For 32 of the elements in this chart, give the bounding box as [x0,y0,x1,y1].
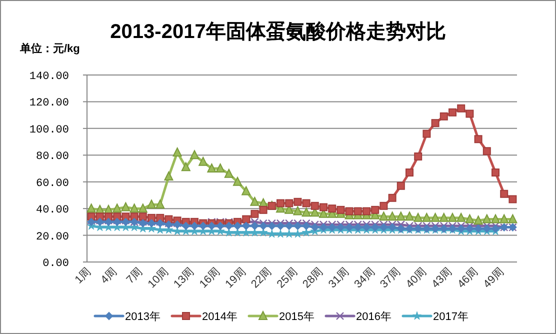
legend-label: 2016年 [356,311,392,323]
legend-label: 2015年 [279,311,314,323]
x-tick-label: 7周 [124,266,146,286]
legend-label: 2017年 [433,311,468,323]
text: 单位：元/kg [19,42,80,55]
y-tick-label: 140.00 [29,71,69,83]
x-tick-label: 4周 [98,266,120,286]
x-tick-label: 31周 [326,266,352,291]
y-tick-label: 60.00 [36,178,69,190]
x-tick-label: 10周 [146,266,171,291]
y-tick-label: 80.00 [36,151,69,164]
x-tick-label: 22周 [249,266,274,291]
x-tick-label: 40周 [404,266,429,291]
x-tick-label: 43周 [430,266,455,291]
x-tick-label: 25周 [274,266,300,291]
y-tick-label: 120.00 [29,98,69,110]
legend-label: 2014年 [202,311,238,323]
x-tick-label: 16周 [197,266,222,291]
y-tick-label: 100.00 [29,124,69,136]
x-tick-label: 49周 [481,266,506,291]
x-tick-label: 46周 [455,266,480,291]
x-tick-label: 13周 [172,266,197,291]
y-tick-label: 0.00 [42,258,69,270]
x-tick-label: 19周 [223,266,248,291]
x-tick-label: 1周 [72,266,94,286]
chart-title: 2013-2017年固体蛋氨酸价格走势对比 [110,21,446,43]
y-tick-label: 20.00 [36,231,69,244]
x-tick-label: 37周 [378,266,404,291]
x-tick-label: 28周 [300,266,326,291]
y-tick-label: 40.00 [36,204,69,217]
x-tick-label: 34周 [352,266,378,291]
legend-label: 2013年 [125,311,160,323]
